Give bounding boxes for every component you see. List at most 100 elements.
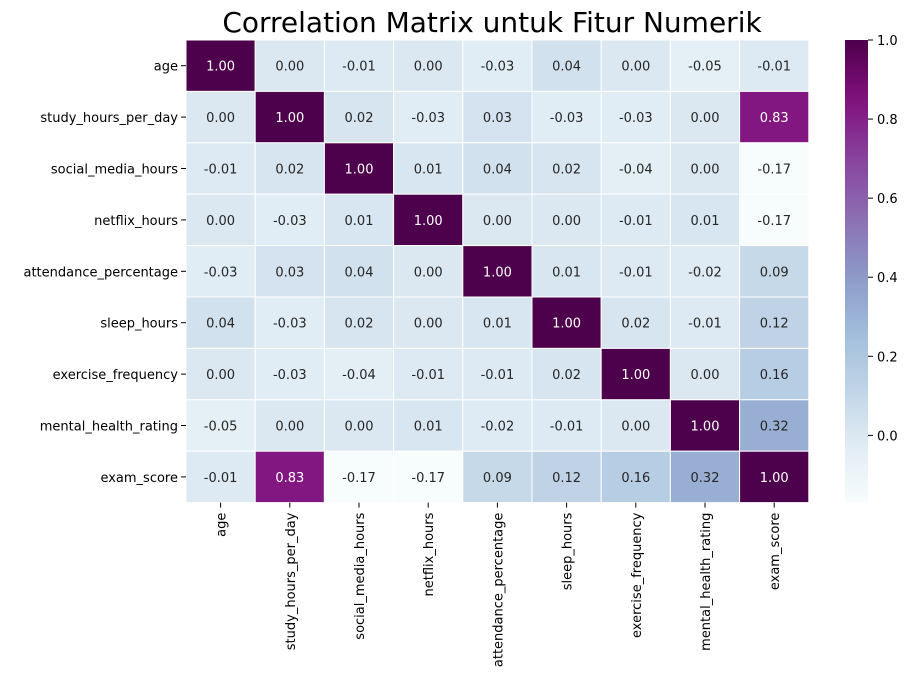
heatmap-cell — [185, 39, 256, 92]
heatmap-cell — [254, 142, 325, 195]
heatmap-cell — [323, 39, 395, 92]
heatmap-cell — [254, 450, 325, 504]
cell-value-label: 0.00 — [206, 368, 235, 383]
heatmap-cell — [185, 142, 256, 195]
cell-value-label: -0.01 — [481, 368, 515, 383]
cell-value-label: -0.03 — [411, 111, 445, 126]
heatmap-cell — [531, 296, 602, 349]
cell-value-label: -0.02 — [688, 265, 722, 280]
heatmap-cell — [600, 90, 671, 144]
cell-value-label: -0.03 — [550, 111, 584, 126]
cell-value-label: -0.17 — [757, 163, 791, 178]
column-label: sleep_hours — [561, 512, 576, 590]
cell-value-label: 0.00 — [414, 60, 443, 75]
cell-value-label: 0.00 — [345, 420, 374, 435]
heatmap-cell — [185, 245, 256, 298]
cell-value-label: 0.00 — [691, 163, 720, 178]
cell-value-label: -0.01 — [204, 471, 238, 486]
cell-value-label: 0.01 — [552, 265, 581, 280]
heatmap-cell — [393, 399, 464, 452]
cell-value-label: -0.01 — [411, 368, 445, 383]
cell-value-label: -0.01 — [204, 163, 238, 178]
heatmap-cell — [254, 347, 325, 401]
heatmap-cell — [462, 296, 533, 349]
cell-value-label: 0.01 — [691, 214, 720, 229]
heatmap-cell — [185, 450, 256, 504]
colorbar-tick-label: 0.2 — [877, 350, 898, 365]
cell-value-label: -0.03 — [273, 317, 307, 332]
row-labels: age study_hours_per_day social_media_hours… — [23, 60, 186, 486]
heatmap-cell — [531, 245, 602, 298]
cell-value-label: -0.05 — [204, 420, 238, 435]
row-label: mental_health_rating — [40, 420, 178, 435]
cell-value-label: 0.12 — [552, 471, 581, 486]
cell-value-label: -0.04 — [619, 163, 653, 178]
heatmap-cell — [739, 142, 810, 195]
heatmap-cell — [323, 450, 395, 504]
heatmap-cell — [323, 90, 395, 144]
cell-value-label: 0.83 — [760, 111, 789, 126]
cell-value-label: 0.32 — [760, 420, 789, 435]
heatmap-cell — [669, 296, 741, 349]
heatmap-cell — [531, 39, 602, 92]
cell-value-label: 1.00 — [206, 60, 235, 75]
column-label: study_hours_per_day — [284, 512, 299, 650]
cell-value-label: 0.00 — [552, 214, 581, 229]
heatmap-cell — [600, 399, 671, 452]
cell-value-label: 1.00 — [275, 111, 304, 126]
heatmap-cell — [254, 39, 325, 92]
cell-value-label: -0.01 — [757, 60, 791, 75]
cell-value-label: 0.01 — [414, 163, 443, 178]
heatmap-cell — [600, 450, 671, 504]
cell-value-label: 0.02 — [552, 368, 581, 383]
heatmap-cell — [462, 142, 533, 195]
cell-value-label: 0.02 — [345, 317, 374, 332]
cell-value-label: 0.00 — [691, 111, 720, 126]
row-label: attendance_percentage — [23, 265, 178, 280]
heatmap-cell — [185, 347, 256, 401]
cell-value-label: -0.05 — [688, 60, 722, 75]
column-label: exercise_frequency — [630, 512, 645, 638]
column-label: age — [215, 513, 230, 537]
heatmap-cell — [739, 245, 810, 298]
cell-value-label: -0.03 — [273, 214, 307, 229]
cell-value-label: 0.00 — [275, 60, 304, 75]
heatmap-cell — [600, 347, 671, 401]
cell-value-label: 0.16 — [621, 471, 650, 486]
colorbar-tick-label: 0.6 — [877, 192, 898, 207]
cell-value-label: 1.00 — [483, 265, 512, 280]
colorbar-tick-label: 0.8 — [877, 113, 898, 128]
heatmap-cell — [739, 296, 810, 349]
cell-value-label: 0.09 — [483, 471, 512, 486]
column-label: mental_health_rating — [699, 513, 714, 651]
heatmap-cell — [462, 450, 533, 504]
heatmap-cell — [739, 450, 810, 504]
heatmap-cell — [393, 245, 464, 298]
heatmap-cell — [739, 193, 810, 247]
heatmap-cell — [739, 399, 810, 452]
column-label: social_media_hours — [353, 512, 368, 639]
colorbar-gradient — [845, 40, 868, 503]
cell-value-label: -0.03 — [204, 265, 238, 280]
cell-value-label: 0.04 — [552, 60, 581, 75]
cell-value-label: -0.17 — [757, 214, 791, 229]
cell-value-label: -0.17 — [342, 471, 376, 486]
cell-value-label: -0.01 — [550, 420, 584, 435]
row-label: netflix_hours — [94, 214, 178, 229]
row-label: age — [154, 60, 178, 75]
cell-value-label: 0.00 — [691, 368, 720, 383]
cell-value-label: 0.04 — [206, 317, 235, 332]
cell-value-label: 0.16 — [760, 368, 789, 383]
column-label: attendance_percentage — [491, 513, 506, 668]
heatmap-cells: 1.00 0.00 -0.01 0.00 -0.03 0.04 0.00 -0.05 -0.01… — [185, 39, 810, 504]
cell-value-label: 0.00 — [621, 60, 650, 75]
cell-value-label: 0.00 — [483, 214, 512, 229]
heatmap-cell — [254, 296, 325, 349]
cell-value-label: -0.03 — [619, 111, 653, 126]
cell-value-label: 0.00 — [206, 214, 235, 229]
heatmap-cell — [393, 142, 464, 195]
cell-value-label: -0.03 — [481, 60, 515, 75]
heatmap-cell — [323, 245, 395, 298]
cell-value-label: 0.01 — [483, 317, 512, 332]
